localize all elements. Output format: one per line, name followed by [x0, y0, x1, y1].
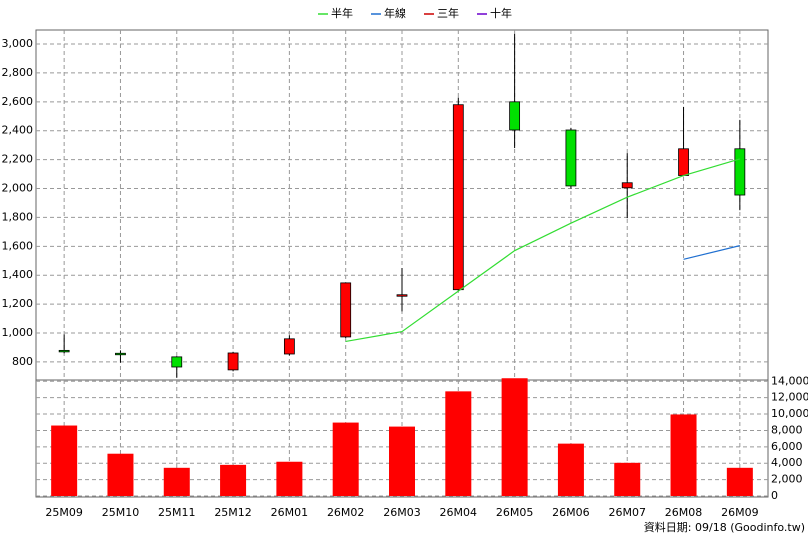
- y-tick-label: 1,400: [2, 268, 34, 281]
- x-tick-label: 25M10: [102, 506, 140, 519]
- x-tick-label: 26M04: [440, 506, 478, 519]
- y-tick-label: 2,000: [2, 182, 34, 195]
- legend-label: 三年: [437, 6, 459, 20]
- x-tick-label: 25M09: [45, 506, 83, 519]
- volume-bar: [557, 443, 584, 496]
- ma-line: [345, 158, 741, 343]
- volume-bar: [389, 426, 415, 496]
- volume-bar: [614, 462, 641, 496]
- footer-note: 資料日期: 09/18 (Goodinfo.tw): [644, 520, 805, 534]
- volume-bar: [163, 467, 190, 496]
- volume-bar: [501, 378, 528, 496]
- candle-body: [734, 148, 746, 196]
- x-tick-label: 26M06: [552, 506, 590, 519]
- volume-bar: [220, 464, 247, 496]
- y-tick-label: 1,200: [2, 297, 34, 310]
- legend-label: 半年: [331, 6, 353, 20]
- volume-bar: [670, 414, 697, 496]
- y-tick-label: 1,800: [2, 210, 34, 223]
- x-tick-label: 26M01: [271, 506, 309, 519]
- candle-body: [340, 282, 352, 338]
- candle-body: [171, 356, 183, 368]
- y-tick-label: 2,800: [2, 66, 34, 79]
- x-tick-label: 26M08: [665, 506, 703, 519]
- y-tick-label: 1,600: [2, 239, 34, 252]
- y-tick-label: 3,000: [2, 37, 34, 50]
- candle-body: [396, 294, 408, 297]
- legend-label: 十年: [490, 6, 512, 20]
- volume-bar: [51, 425, 78, 496]
- candle-body: [283, 338, 295, 355]
- legend-label: 年線: [384, 6, 406, 20]
- y-tick-label: 800: [12, 355, 33, 368]
- volume-bar: [726, 467, 753, 496]
- y-tick-label: 0: [771, 489, 778, 502]
- y-tick-label: 6,000: [771, 440, 803, 453]
- y-tick-label: 14,000: [771, 374, 808, 387]
- y-tick-label: 2,400: [2, 124, 34, 137]
- volume-bar: [332, 422, 359, 496]
- y-tick-label: 2,000: [771, 473, 803, 486]
- x-tick-label: 26M02: [327, 506, 365, 519]
- y-tick-label: 10,000: [771, 407, 808, 420]
- x-tick-label: 26M09: [721, 506, 759, 519]
- y-tick-label: 2,200: [2, 153, 34, 166]
- volume-bar: [276, 461, 303, 496]
- x-tick-label: 26M03: [383, 506, 421, 519]
- candle-body: [621, 182, 633, 189]
- volume-bar: [107, 453, 134, 496]
- candle-body: [565, 129, 577, 187]
- y-tick-label: 2,600: [2, 95, 34, 108]
- ma-line: [683, 245, 740, 260]
- x-tick-label: 25M11: [158, 506, 196, 519]
- volume-bar: [445, 391, 472, 496]
- y-tick-label: 4,000: [771, 456, 803, 469]
- x-tick-label: 26M05: [496, 506, 534, 519]
- candle-body: [58, 349, 70, 353]
- y-tick-label: 1,000: [2, 326, 34, 339]
- x-tick-label: 26M07: [608, 506, 646, 519]
- candle-body: [115, 352, 126, 356]
- x-tick-label: 25M12: [214, 506, 252, 519]
- candle-body: [678, 148, 689, 176]
- candle-body: [452, 104, 464, 291]
- candle-body: [227, 352, 239, 371]
- candle-body: [509, 101, 521, 131]
- y-tick-label: 12,000: [771, 391, 808, 404]
- y-tick-label: 8,000: [771, 423, 803, 436]
